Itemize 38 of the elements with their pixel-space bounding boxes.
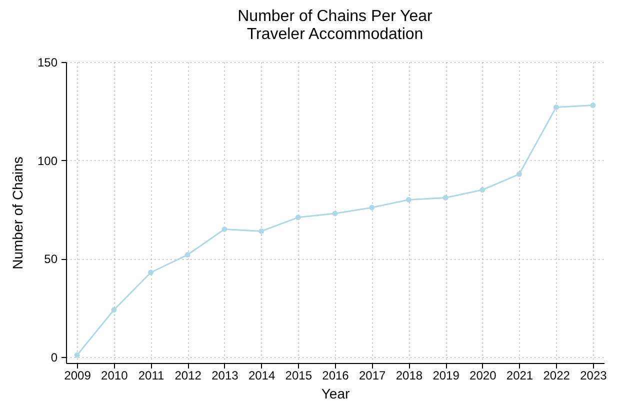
x-tick-label: 2018 xyxy=(396,368,423,382)
chart-title: Number of Chains Per Year xyxy=(238,8,434,25)
chart-subtitle: Traveler Accommodation xyxy=(246,26,424,43)
x-tick-label: 2023 xyxy=(580,368,608,382)
point xyxy=(369,204,375,210)
y-tick-label: 50 xyxy=(44,252,58,266)
x-tick-label: 2013 xyxy=(212,368,239,382)
x-tick-label: 2021 xyxy=(506,368,534,382)
x-axis-title: Year xyxy=(321,386,350,402)
x-tick-label: 2009 xyxy=(64,368,92,382)
point xyxy=(480,187,486,193)
x-tick-label: 2022 xyxy=(543,368,570,382)
point xyxy=(590,102,596,108)
x-tick-label: 2010 xyxy=(101,368,128,382)
point xyxy=(111,307,117,313)
y-tick-label: 150 xyxy=(37,56,58,70)
point xyxy=(516,171,522,177)
x-tick-label: 2011 xyxy=(138,368,164,382)
point xyxy=(258,228,264,234)
point xyxy=(74,352,80,358)
point xyxy=(295,214,301,220)
point xyxy=(553,104,559,110)
point xyxy=(442,195,448,200)
x-tick-label: 2017 xyxy=(359,368,386,382)
x-tick-label: 2020 xyxy=(470,368,497,382)
y-axis-title: Number of Chains xyxy=(9,156,26,270)
x-tick-label: 2015 xyxy=(285,368,312,382)
y-tick-label: 0 xyxy=(50,350,58,365)
x-tick-label: 2012 xyxy=(174,368,202,382)
point xyxy=(406,196,412,202)
point xyxy=(184,252,190,258)
y-tick-label: 100 xyxy=(37,154,58,168)
x-tick-label: 2014 xyxy=(248,368,276,382)
point xyxy=(222,226,228,232)
point xyxy=(332,210,338,216)
x-tick-label: 2016 xyxy=(322,368,350,382)
x-tick-label: 2019 xyxy=(432,368,460,382)
point xyxy=(148,270,154,276)
